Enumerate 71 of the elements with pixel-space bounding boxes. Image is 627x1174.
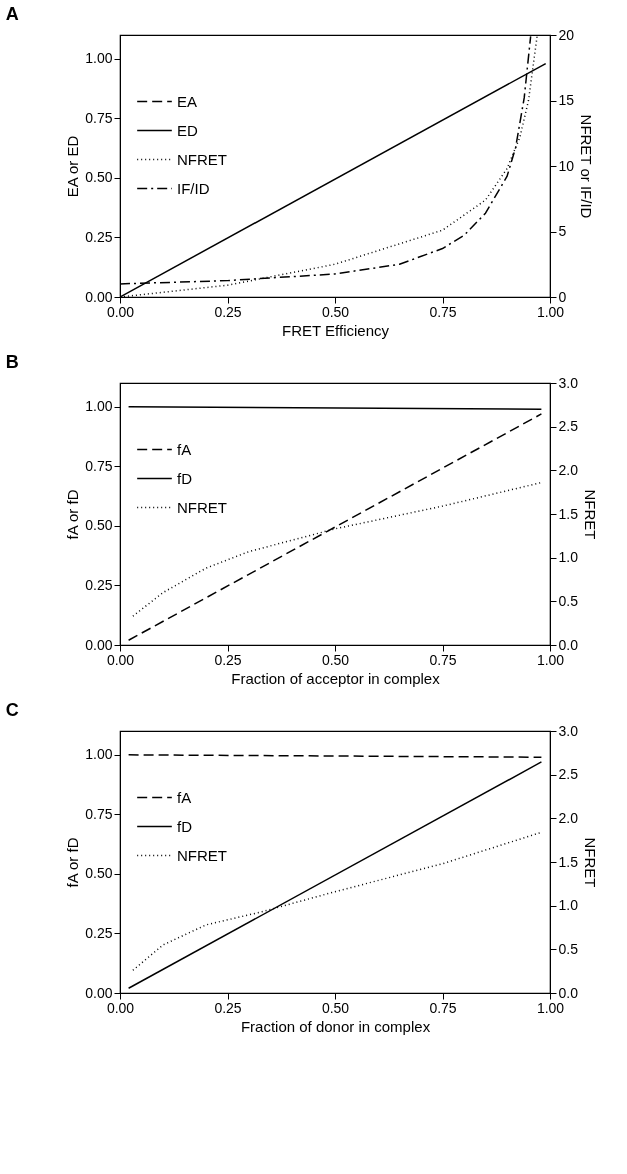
chart-title: B	[5, 352, 19, 372]
x-tick-label: 0.75	[429, 999, 457, 1016]
y2-tick-label: 15	[558, 92, 575, 108]
y2-tick-label: 2.0	[558, 461, 579, 478]
x-tick-label: 0.50	[321, 999, 350, 1016]
x-tick-label: 0.00	[106, 999, 135, 1016]
x-tick-label: 0.75	[429, 303, 457, 320]
y-tick-label: 1.00	[85, 746, 113, 763]
x-tick-label: 1.00	[536, 303, 565, 320]
legend-label: IF/ID	[177, 179, 210, 197]
y2-axis-title: NFRET	[581, 837, 599, 888]
legend-label: NFRET	[177, 498, 227, 516]
y2-tick-label: 1.0	[558, 897, 579, 914]
y-tick-label: 0.50	[85, 517, 113, 534]
x-tick-label: 1.00	[536, 651, 565, 668]
x-tick-label: 0.75	[429, 651, 457, 668]
y2-tick-label: 10	[558, 157, 575, 174]
legend-label: EA	[177, 92, 198, 110]
x-tick-label: 0.50	[321, 303, 350, 320]
x-tick-label: 0.25	[214, 303, 242, 320]
y2-tick-label: 2.0	[558, 809, 579, 826]
x-axis-title: Fraction of acceptor in complex	[231, 669, 441, 687]
y-tick-label: 1.00	[85, 50, 113, 67]
x-tick-label: 0.50	[321, 651, 350, 668]
legend-label: fD	[177, 469, 193, 487]
x-tick-label: 0.00	[106, 303, 135, 320]
y-tick-label: 0.00	[85, 984, 113, 1001]
y2-tick-label: 1.0	[558, 549, 579, 566]
x-tick-label: 0.25	[214, 651, 242, 668]
y2-tick-label: 0.5	[558, 940, 579, 957]
x-tick-label: 0.25	[214, 999, 242, 1016]
y2-tick-label: 0.0	[558, 636, 579, 653]
y2-tick-label: 0.0	[558, 984, 579, 1001]
y2-tick-label: 0	[558, 288, 567, 305]
legend-label: fD	[177, 817, 193, 835]
y-tick-label: 0.25	[85, 228, 113, 245]
y-tick-label: 0.50	[85, 865, 113, 882]
y-tick-label: 1.00	[85, 398, 113, 415]
y2-tick-label: 20	[558, 26, 575, 43]
y2-tick-label: 2.5	[558, 766, 579, 783]
legend-label: fA	[177, 440, 192, 458]
y2-tick-label: 0.5	[558, 592, 579, 609]
y-tick-label: 0.75	[85, 457, 113, 474]
legend-label: NFRET	[177, 846, 227, 864]
chart-title: A	[5, 4, 19, 24]
y-tick-label: 0.50	[85, 169, 113, 186]
x-tick-label: 0.00	[106, 651, 135, 668]
y-tick-label: 0.75	[85, 805, 113, 822]
y-tick-label: 0.75	[85, 109, 113, 126]
y-tick-label: 0.25	[85, 924, 113, 941]
y2-axis-title: NFRET or IF/ID	[578, 114, 596, 219]
y2-tick-label: 3.0	[558, 374, 579, 391]
y-tick-label: 0.25	[85, 576, 113, 593]
y-tick-label: 0.00	[85, 288, 113, 305]
y-axis-title: fA or fD	[64, 837, 82, 888]
y2-tick-label: 3.0	[558, 722, 579, 739]
x-axis-title: Fraction of donor in complex	[240, 1017, 431, 1035]
chart-title: C	[5, 700, 19, 720]
y2-tick-label: 2.5	[558, 418, 579, 435]
y-axis-title: EA or ED	[64, 135, 82, 198]
y2-tick-label: 5	[558, 223, 567, 239]
legend-label: ED	[177, 121, 198, 139]
y-axis-title: fA or fD	[64, 489, 82, 540]
x-tick-label: 1.00	[536, 999, 565, 1016]
x-axis-title: FRET Efficiency	[282, 321, 390, 339]
y2-tick-label: 1.5	[558, 505, 579, 522]
legend-label: NFRET	[177, 150, 227, 168]
y2-tick-label: 1.5	[558, 853, 579, 870]
y2-axis-title: NFRET	[581, 489, 599, 540]
legend-label: fA	[177, 788, 192, 806]
y-tick-label: 0.00	[85, 636, 113, 653]
